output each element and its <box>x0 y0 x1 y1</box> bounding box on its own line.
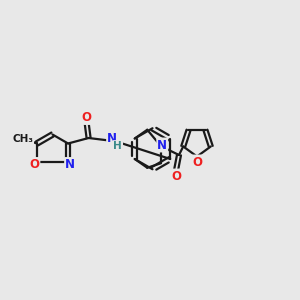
Text: O: O <box>82 111 92 124</box>
Text: O: O <box>29 158 39 171</box>
Text: H: H <box>113 141 122 151</box>
Text: N: N <box>65 158 75 171</box>
Text: O: O <box>192 155 202 169</box>
Text: O: O <box>171 169 181 182</box>
Text: N: N <box>157 139 167 152</box>
Text: N: N <box>107 132 117 145</box>
Text: CH₃: CH₃ <box>12 134 33 144</box>
